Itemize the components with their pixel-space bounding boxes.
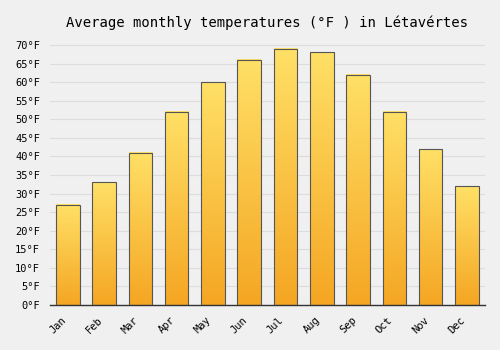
Bar [201, 82, 224, 305]
Bar [274, 49, 297, 305]
Bar [56, 205, 80, 305]
Bar [419, 149, 442, 305]
Bar [165, 112, 188, 305]
Bar [310, 52, 334, 305]
Bar [128, 153, 152, 305]
Title: Average monthly temperatures (°F ) in Létavértes: Average monthly temperatures (°F ) in Lé… [66, 15, 468, 29]
Bar [455, 186, 478, 305]
Bar [238, 60, 261, 305]
Bar [346, 75, 370, 305]
Bar [92, 182, 116, 305]
Bar [382, 112, 406, 305]
